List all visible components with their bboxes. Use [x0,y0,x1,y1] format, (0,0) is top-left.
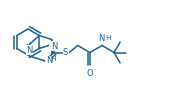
Text: N: N [98,34,104,43]
Text: N: N [49,41,56,50]
Text: N: N [46,56,52,65]
Text: H: H [50,56,56,62]
Text: O: O [87,69,93,78]
Text: H: H [105,35,111,41]
Text: N: N [26,46,33,55]
Text: S: S [63,48,68,57]
Text: N: N [51,42,57,51]
